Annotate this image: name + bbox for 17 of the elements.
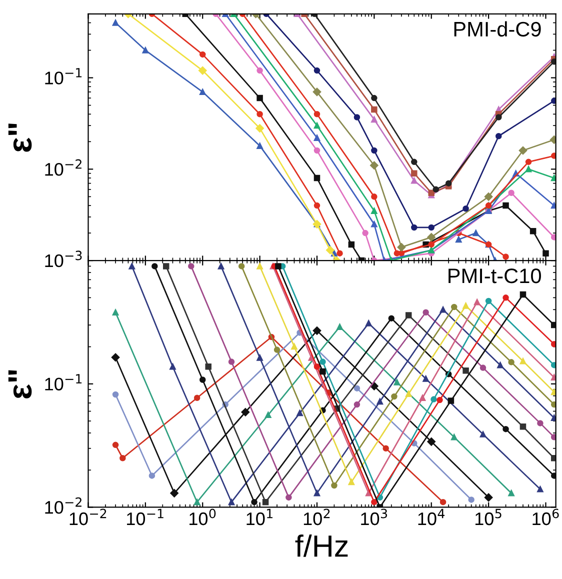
y-axis-title: ε" [8,370,32,398]
x-tick-label: 10$^{6}$ [532,508,559,526]
annotation: PMI-d-C9 [454,21,541,37]
x-tick-label: 10$^{2}$ [304,508,330,526]
x-axis-title: f/Hz [295,534,348,557]
y-axis-title: ε" [8,124,32,152]
x-tick-label: 10$^{0}$ [190,508,216,526]
annotation: PMI-t-C10 [448,268,541,284]
x-tick-label: 10$^{5}$ [475,508,502,526]
x-tick-label: 10$^{−1}$ [127,508,164,526]
y-tick-label: 10$^{−1}$ [45,68,82,84]
y-tick-label: 10$^{−3}$ [45,250,82,268]
x-tick-label: 10$^{4}$ [418,508,445,526]
y-tick-label: 10$^{−1}$ [45,374,82,390]
y-tick-label: 10$^{−2}$ [45,159,82,176]
x-tick-label: 10$^{3}$ [361,508,388,526]
x-tick-label: 10$^{1}$ [246,508,272,526]
